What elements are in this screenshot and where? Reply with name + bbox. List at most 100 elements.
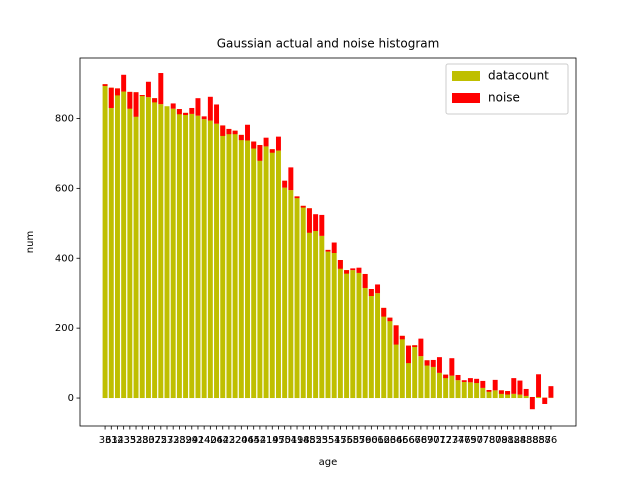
bar-segment (468, 382, 473, 398)
bar-segment (443, 375, 448, 378)
bar-segment (295, 196, 300, 398)
bar-segment (536, 374, 541, 397)
bar-segment (282, 181, 287, 188)
bar-segment (307, 208, 312, 398)
bar-segment (394, 325, 399, 344)
bar-segment (363, 274, 368, 398)
bar-segment (140, 95, 145, 96)
bar-segment (202, 119, 207, 398)
bar-segment (332, 253, 337, 398)
bar-segment (344, 270, 349, 273)
bar-segment (127, 92, 132, 109)
bar-segment (431, 360, 436, 367)
bar-segment (189, 108, 194, 114)
bar-segment (443, 375, 448, 398)
bar-segment (226, 129, 231, 134)
bar-segment (202, 116, 207, 119)
bar-segment (425, 360, 430, 365)
y-tick-label: 800 (55, 113, 74, 124)
bar-segment (214, 104, 219, 123)
bar-segment (326, 252, 331, 398)
bar-segment (524, 389, 529, 396)
bar-segment (177, 109, 182, 114)
bar-segment (319, 215, 324, 236)
bar-segment (239, 135, 244, 140)
bar-segment (381, 308, 386, 317)
bar-segment (158, 73, 163, 104)
bar-segment (307, 208, 312, 232)
bar-segment (109, 88, 114, 108)
bar-segment (214, 124, 219, 398)
bar-segment (251, 142, 256, 149)
bar-segment (437, 373, 442, 398)
bar-segment (425, 360, 430, 398)
bar-segment (511, 378, 516, 394)
bar-segment (381, 308, 386, 398)
bar-segment (338, 260, 343, 269)
legend-swatch (452, 71, 480, 81)
bar-segment (288, 167, 293, 190)
bar-segment (115, 88, 120, 398)
bar-segment (356, 273, 361, 398)
bar-segment (165, 106, 170, 398)
bar-segment (338, 260, 343, 398)
bar-segment (499, 390, 504, 393)
bar-segment (468, 378, 473, 382)
bar-segment (264, 138, 269, 147)
bar-segment (524, 396, 529, 398)
bar-segment (462, 382, 467, 398)
bar-segment (226, 129, 231, 398)
legend-label: noise (488, 91, 520, 105)
bar-segment (152, 98, 157, 398)
bar-segment (400, 336, 405, 398)
bar-segment (344, 270, 349, 398)
bar-segment (195, 116, 200, 398)
bar-segment (313, 231, 318, 398)
bar-segment (456, 375, 461, 380)
bar-segment (369, 289, 374, 296)
bar-segment (301, 206, 306, 208)
bar-segment (536, 397, 541, 398)
bar-segment (177, 109, 182, 398)
bar-segment (356, 268, 361, 273)
bar-segment (418, 339, 423, 356)
bar-segment (511, 394, 516, 398)
bar-segment (474, 379, 479, 383)
bar-segment (412, 345, 417, 398)
bar-segment (301, 206, 306, 398)
chart-title: Gaussian actual and noise histogram (217, 37, 440, 51)
bar-segment (171, 103, 176, 108)
bar-segment (183, 113, 188, 398)
bar-segment (282, 188, 287, 398)
bar-segment (245, 125, 250, 141)
bar-segment (134, 92, 139, 398)
bar-segment (276, 137, 281, 151)
bar-segment (127, 92, 132, 398)
bar-segment (517, 381, 522, 395)
bar-segment (449, 358, 454, 375)
bar-segment (418, 356, 423, 398)
bar-segment (158, 104, 163, 398)
bar-segment (412, 345, 417, 347)
y-tick-label: 200 (55, 323, 74, 334)
bar-segment (220, 125, 225, 398)
bar-segment (183, 113, 188, 115)
x-tick-label: 86 (545, 435, 558, 446)
bar-segment (146, 82, 151, 97)
bar-segment (171, 109, 176, 398)
bar-segment (251, 142, 256, 399)
bar-segment (288, 190, 293, 398)
bar-segment (270, 149, 275, 398)
bar-segment (387, 318, 392, 321)
bar-segment (103, 84, 108, 86)
bar-segment (264, 146, 269, 398)
bar-segment (326, 250, 331, 252)
bar-segment (530, 397, 535, 409)
bar-segment (313, 214, 318, 231)
bar-segment (208, 97, 213, 121)
bar-segment (103, 84, 108, 398)
bar-segment (456, 380, 461, 398)
legend-label: datacount (488, 69, 549, 83)
